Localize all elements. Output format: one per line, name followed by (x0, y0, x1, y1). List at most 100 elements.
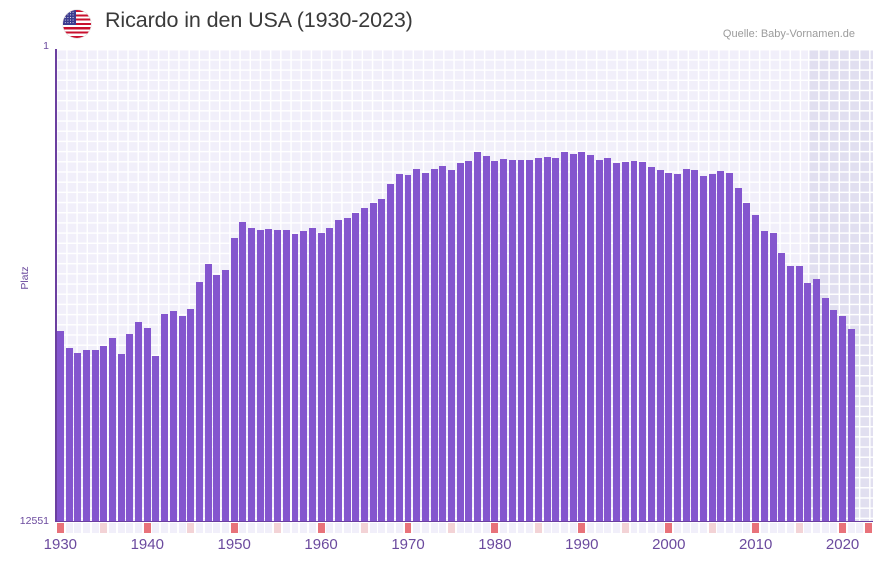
bar (439, 165, 447, 521)
x-axis-tick (222, 523, 229, 533)
bar (317, 232, 325, 521)
x-axis-tick (256, 523, 264, 533)
bar (673, 173, 681, 521)
bar (326, 227, 334, 521)
x-axis-tick (665, 523, 673, 533)
bar (613, 162, 621, 521)
bar (282, 229, 290, 521)
bar (447, 169, 455, 521)
bar (665, 172, 673, 521)
bar (552, 158, 560, 521)
bar (65, 347, 73, 521)
x-axis-tick (178, 523, 186, 533)
bar (682, 169, 690, 521)
bar (135, 321, 143, 521)
x-axis-tick (126, 523, 134, 533)
x-axis-tick (343, 523, 351, 533)
x-axis-tick (734, 523, 742, 533)
x-axis-tick (508, 523, 516, 533)
x-axis-tick (135, 523, 143, 533)
x-axis-tick (456, 523, 464, 533)
bar (830, 309, 838, 521)
x-axis-tick (595, 523, 603, 533)
x-axis-tick (569, 523, 577, 533)
bar (769, 232, 777, 521)
x-axis-label: 1930 (43, 536, 78, 553)
x-axis-tick (369, 523, 377, 533)
x-axis-tick (778, 523, 786, 533)
bar (169, 310, 177, 521)
bar (274, 229, 282, 521)
bar (109, 338, 116, 521)
bar (361, 208, 369, 521)
y-axis-line (55, 49, 57, 522)
bar (639, 162, 647, 521)
x-axis-tick (752, 523, 760, 533)
x-axis-tick (813, 523, 820, 533)
bar (656, 170, 664, 521)
x-axis-tick (117, 523, 125, 533)
x-axis-tick (282, 523, 290, 533)
x-axis-tick (447, 523, 455, 533)
bar (430, 168, 438, 521)
x-axis-tick (65, 523, 73, 533)
bar (343, 218, 351, 521)
x-axis-tick (500, 523, 508, 533)
x-axis-tick (621, 523, 629, 533)
x-axis-tick (491, 523, 499, 533)
bar (795, 265, 803, 521)
x-axis-labels: 1930 1940 1950 1960 1970 1980 1990 2000 2010 2020 (0, 536, 873, 564)
x-axis-tick (839, 523, 847, 533)
x-axis-tick (865, 523, 873, 533)
x-axis-tick (786, 523, 794, 533)
bar (569, 153, 577, 521)
bar (117, 353, 125, 521)
x-axis-tick (265, 523, 273, 533)
x-axis-tick (239, 523, 247, 533)
bar (743, 202, 751, 521)
bar (413, 169, 421, 521)
bar (752, 215, 760, 521)
x-axis-tick (274, 523, 282, 533)
bar (700, 176, 707, 521)
x-axis-tick (361, 523, 369, 533)
x-axis-tick (821, 523, 829, 533)
x-axis-tick (769, 523, 777, 533)
x-axis-tick (300, 523, 308, 533)
bar (578, 152, 586, 521)
bar (300, 230, 308, 521)
chart-title: Ricardo in den USA (1930-2023) (105, 8, 413, 32)
x-axis-tick (291, 523, 299, 533)
bar (308, 228, 316, 521)
bar (786, 265, 794, 521)
bar (621, 162, 629, 521)
x-axis-tick (552, 523, 560, 533)
bar (230, 238, 238, 521)
bar (534, 158, 542, 521)
x-axis-tick (152, 523, 160, 533)
bar (508, 160, 516, 521)
x-axis-tick (74, 523, 82, 533)
bar (256, 230, 264, 521)
bar (526, 159, 534, 521)
x-axis-tick (578, 523, 586, 533)
x-axis-tick (187, 523, 195, 533)
bar (152, 355, 160, 521)
bar (604, 158, 612, 521)
bar (847, 329, 855, 521)
bar (56, 331, 64, 521)
x-axis-label: 2010 (738, 536, 773, 553)
bar (778, 253, 786, 521)
x-axis-tick (413, 523, 421, 533)
bar (248, 227, 256, 521)
bar (491, 161, 499, 521)
x-axis-tick (56, 523, 64, 533)
x-axis-tick (395, 523, 403, 533)
bar (404, 174, 412, 521)
x-axis-tick (91, 523, 99, 533)
x-axis-tick (691, 523, 699, 533)
x-axis-tick (673, 523, 681, 533)
bar (91, 349, 99, 521)
bar (178, 316, 186, 521)
x-axis-line (55, 520, 873, 523)
